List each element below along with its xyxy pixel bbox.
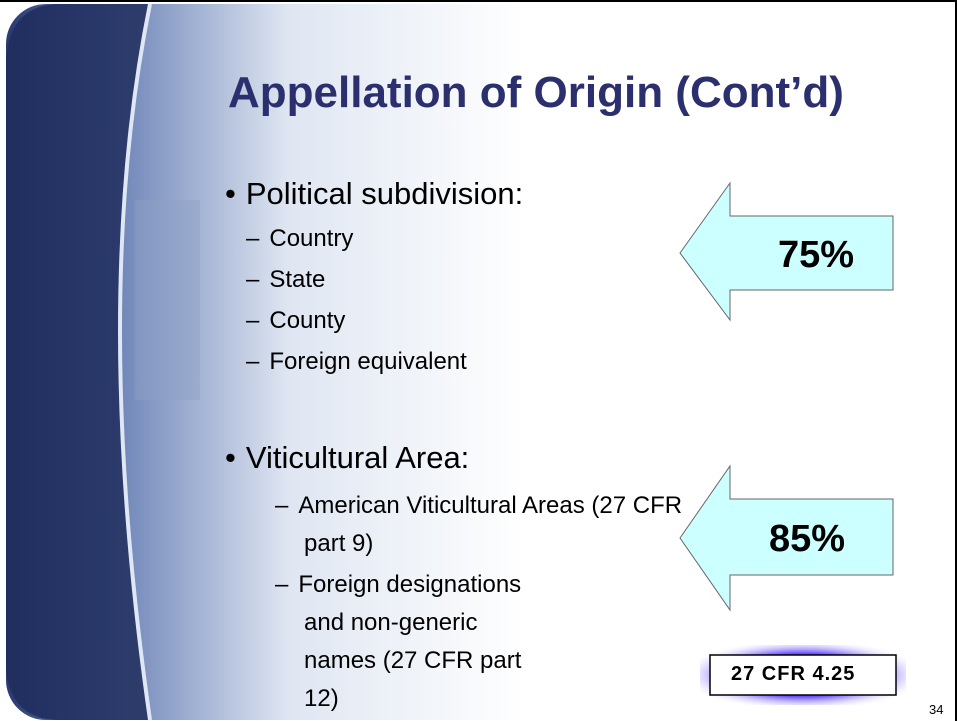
sub-item: –State <box>246 261 331 299</box>
slide: Appellation of Origin (Cont’d) • Political… <box>0 0 957 721</box>
bullet-heading-text: Political subdivision: <box>246 176 523 211</box>
sub-item: –County <box>246 302 351 340</box>
slide-title: Appellation of Origin (Cont’d) <box>228 68 844 118</box>
sub-item-text: Foreign designations and non-generic nam… <box>298 571 521 712</box>
sub-item: –Country <box>246 220 359 258</box>
list-marker: – <box>246 225 259 252</box>
sub-item-text: Country <box>269 225 353 252</box>
sub-item-text: Foreign equivalent <box>269 348 466 375</box>
arrow-label-text: 75% <box>778 234 854 276</box>
reference-box-text-text: 27 CFR 4.25 <box>731 663 855 685</box>
sub-item-text: American Viticultural Areas (27 CFR part… <box>298 492 682 557</box>
bullet-heading: • Political subdivision: <box>225 176 523 212</box>
list-marker: – <box>246 266 259 293</box>
list-marker: – <box>275 492 288 519</box>
list-marker: • <box>225 176 236 211</box>
bullet-heading-text: Viticultural Area: <box>246 440 469 475</box>
list-marker: – <box>275 571 288 598</box>
sub-item: –Foreign designations and non-generic na… <box>275 566 544 718</box>
list-marker: – <box>246 307 259 334</box>
sub-item-text: State <box>269 266 325 293</box>
list-marker: – <box>246 348 259 375</box>
reference-box-text: 27 CFR 4.25 <box>731 663 855 686</box>
sub-item: –Foreign equivalent <box>246 343 467 381</box>
arrow-label-text: 85% <box>769 518 845 560</box>
sub-item: –American Viticultural Areas (27 CFR par… <box>275 487 719 563</box>
arrow-label: 75% <box>778 234 854 277</box>
page-number: 34 <box>929 702 943 717</box>
bullet-heading: • Viticultural Area: <box>225 440 469 476</box>
list-marker: • <box>225 440 236 475</box>
page-number-text: 34 <box>929 702 943 717</box>
slide-title-text: Appellation of Origin (Cont’d) <box>228 68 844 117</box>
arrow-label: 85% <box>769 518 845 561</box>
sub-item-text: County <box>269 307 345 334</box>
